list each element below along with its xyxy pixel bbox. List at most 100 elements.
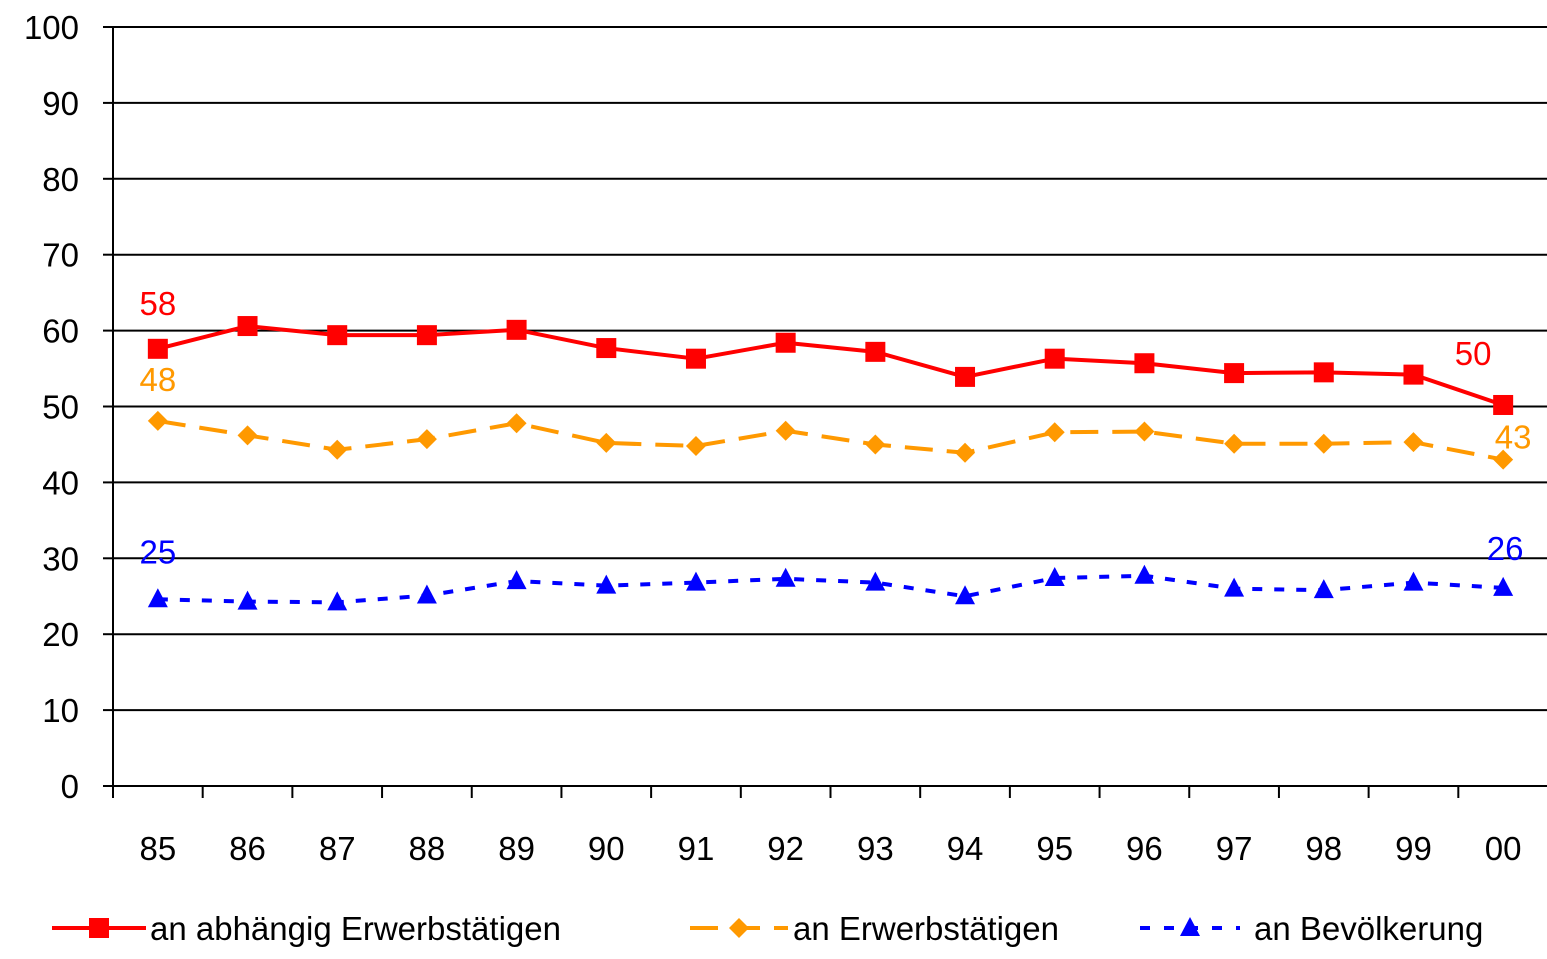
data-point-triangle [416,584,437,604]
data-point-diamond [506,413,527,434]
data-label: 25 [139,533,176,570]
legend-swatch-marker [89,918,109,938]
data-point-triangle [1313,579,1334,599]
data-label: 43 [1495,419,1532,456]
data-point-triangle [147,588,168,608]
data-point-square [1224,363,1245,384]
x-tick-label: 88 [409,830,446,867]
data-point-square [596,338,617,359]
legend-item-1: an abhängig Erwerbstätigen [52,910,561,947]
data-point-diamond [955,442,976,463]
data-point-triangle [1224,577,1245,597]
data-point-square [237,316,258,337]
data-point-diamond [1313,433,1334,454]
data-labels: 58 50 48 43 25 26 [139,285,1531,570]
legend-label: an Bevölkerung [1254,910,1483,947]
data-point-triangle [1134,564,1155,584]
y-tick-label: 20 [42,616,79,653]
grid-lines [113,26,1547,712]
data-point-diamond [237,425,258,446]
y-tick-label: 0 [61,768,79,805]
data-point-square [327,325,348,346]
data-point-square [1493,394,1514,415]
data-point-triangle [327,591,348,611]
data-label: 58 [139,285,176,322]
x-tick-label: 87 [319,830,356,867]
y-tick-label: 70 [42,237,79,274]
x-tick-label: 97 [1216,830,1253,867]
data-point-square [955,366,976,387]
data-point-square [1134,353,1155,374]
data-point-diamond [596,432,617,453]
x-tick-label: 00 [1485,830,1522,867]
y-axis-ticks: 0 10 20 30 40 50 60 70 80 90 100 [24,9,113,805]
data-point-diamond [416,429,437,450]
legend-item-3: an Bevölkerung [1140,910,1483,947]
data-point-diamond [865,434,886,455]
x-tick-label: 98 [1305,830,1342,867]
data-point-triangle [1403,571,1424,591]
x-tick-label: 89 [498,830,535,867]
data-point-triangle [1493,576,1514,596]
data-point-diamond [775,420,796,441]
legend-label: an abhängig Erwerbstätigen [150,910,561,947]
data-point-triangle [596,574,617,594]
series-line [157,418,1504,462]
data-point-diamond [327,439,348,460]
legend-item-2: an Erwerbstätigen [690,910,1059,947]
data-point-diamond [1493,449,1514,470]
data-point-square [416,325,437,346]
y-tick-label: 40 [42,464,79,501]
data-point-diamond [1044,422,1065,443]
x-tick-label: 93 [857,830,894,867]
legend: an abhängig Erwerbstätigen an Erwerbstäti… [52,910,1483,947]
series-2 [147,410,1514,470]
data-point-square [506,319,527,340]
data-point-triangle [1044,567,1065,587]
data-point-square [775,332,796,353]
x-axis-ticks: 85 86 87 88 89 90 91 92 93 94 95 96 97 98 99 00 [112,786,1522,867]
series-1 [147,316,1514,415]
x-tick-label: 85 [139,830,176,867]
data-point-diamond [147,410,168,431]
data-point-square [685,348,706,369]
data-point-square [1313,362,1334,383]
data-point-triangle [506,570,527,590]
data-point-triangle [237,590,258,610]
x-tick-label: 94 [947,830,984,867]
data-point-triangle [955,585,976,605]
series-line [157,573,1504,605]
data-point-diamond [1224,433,1245,454]
data-point-square [1403,364,1424,385]
legend-label: an Erwerbstätigen [793,910,1059,947]
x-tick-label: 91 [678,830,715,867]
data-point-diamond [685,435,706,456]
x-tick-label: 92 [767,830,804,867]
data-point-triangle [865,571,886,591]
data-point-square [865,341,886,362]
data-point-triangle [685,571,706,591]
data-label: 26 [1487,530,1524,567]
y-tick-label: 50 [42,389,79,426]
data-point-diamond [1403,432,1424,453]
data-point-diamond [1134,421,1155,442]
data-label: 48 [139,361,176,398]
series-3 [147,564,1514,611]
data-label: 50 [1455,335,1492,372]
legend-swatch-marker [1180,917,1200,936]
series-line [157,324,1504,407]
y-tick-label: 60 [42,313,79,350]
data-point-square [147,338,168,359]
y-tick-label: 30 [42,540,79,577]
x-tick-label: 90 [588,830,625,867]
y-tick-label: 80 [42,161,79,198]
x-tick-label: 96 [1126,830,1163,867]
series-layer [147,316,1514,611]
data-point-triangle [775,567,796,587]
y-tick-label: 100 [24,9,79,46]
x-tick-label: 95 [1036,830,1073,867]
x-tick-label: 86 [229,830,266,867]
data-point-square [1044,348,1065,369]
legend-swatch-marker [729,918,749,938]
y-tick-label: 10 [42,692,79,729]
